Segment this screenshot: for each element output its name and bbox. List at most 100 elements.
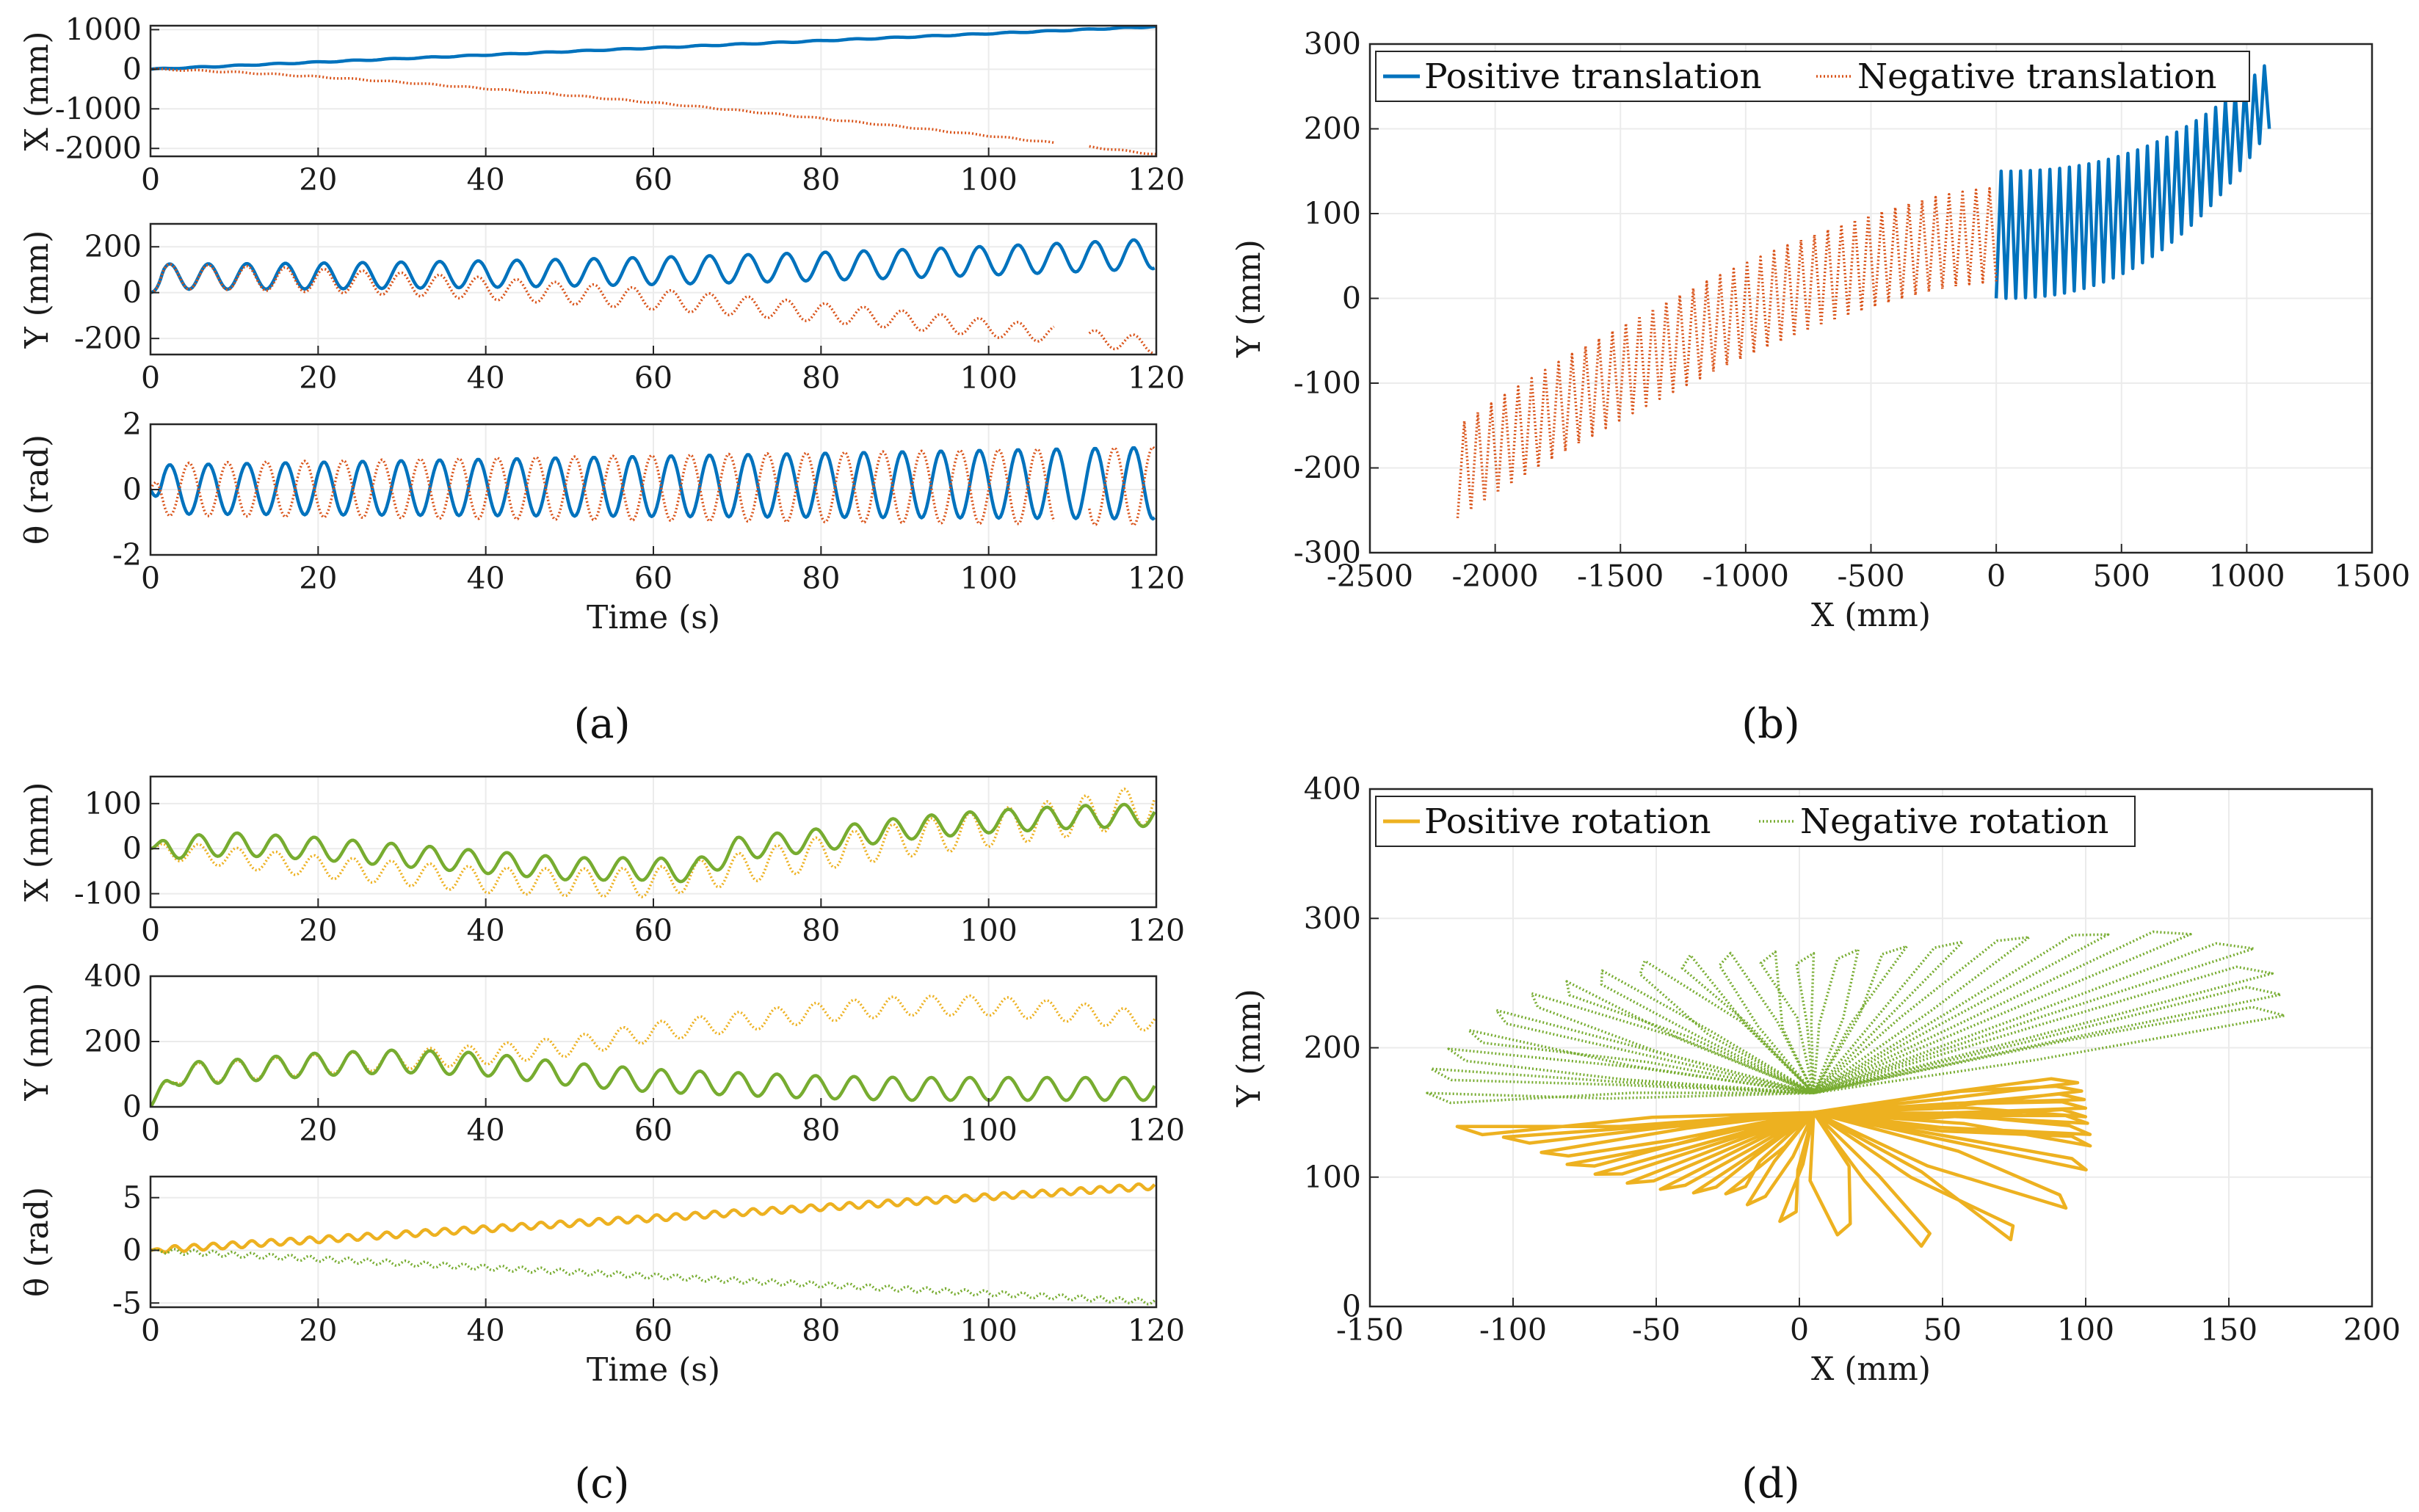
x-tick-label: -1000: [1702, 559, 1789, 594]
y-axis-label: θ (rad): [18, 435, 56, 545]
x-tick-label: 150: [2200, 1312, 2257, 1348]
series-line-positive-rotation: [150, 1182, 1156, 1254]
y-tick-label: -2: [112, 537, 142, 573]
x-tick-label: 20: [299, 360, 337, 396]
y-tick-label: 300: [1304, 26, 1361, 62]
series-line-negative-translation: [150, 263, 1155, 355]
x-tick-label: 0: [141, 561, 160, 596]
y-tick-label: -5: [112, 1285, 142, 1320]
x-tick-label: 20: [299, 561, 337, 596]
x-tick-label: 60: [634, 1313, 672, 1348]
y-tick-label: 200: [84, 1024, 142, 1059]
x-tick-label: 80: [802, 360, 840, 396]
x-tick-label: 80: [802, 1313, 840, 1348]
y-tick-label: 5: [123, 1180, 142, 1215]
legend: Positive translation Negative translation: [1375, 51, 2250, 102]
y-tick-label: 100: [1304, 1160, 1361, 1195]
legend: Positive rotation Negative rotation: [1375, 796, 2136, 847]
y-tick-label: -100: [1294, 366, 1361, 401]
legend-box: [1375, 796, 2136, 847]
y-tick-label: 200: [1304, 112, 1361, 147]
x-tick-label: 100: [960, 360, 1018, 396]
x-tick-label: 0: [1987, 559, 2006, 594]
x-tick-label: 1000: [2208, 559, 2285, 594]
series-line-positive-translation: [150, 26, 1156, 71]
x-tick-label: 200: [2343, 1312, 2401, 1348]
series-line-negative-translation: [150, 446, 1156, 526]
y-axis-label: Y (mm): [1230, 239, 1268, 358]
y-tick-label: 0: [123, 275, 142, 310]
y-tick-label: -200: [1294, 451, 1361, 486]
chart-b-xy-trajectory: -2500 -2000 -1500 -1000 -500 0 500 1000 1500-300…: [1230, 26, 2410, 634]
legend-label: Positive translation: [1424, 57, 1762, 97]
x-tick-label: -150: [1336, 1312, 1404, 1348]
x-tick-label: 20: [299, 162, 337, 197]
x-tick-label: 100: [960, 1113, 1018, 1148]
series-line-positive-rotation: [150, 788, 1156, 898]
x-tick-label: 0: [141, 913, 160, 948]
x-tick-label: -2000: [1452, 559, 1539, 594]
x-tick-label: 20: [299, 1113, 337, 1148]
y-tick-label: 100: [1304, 196, 1361, 231]
x-tick-label: 120: [1128, 360, 1185, 396]
x-axis-label: X (mm): [1811, 597, 1931, 634]
panel-label-a: (a): [573, 700, 630, 748]
x-tick-label: -1500: [1577, 559, 1664, 594]
x-tick-label: 80: [802, 561, 840, 596]
x-tick-label: 40: [467, 913, 505, 948]
x-tick-label: 0: [141, 360, 160, 396]
x-axis-label: Time (s): [587, 599, 720, 636]
legend-label: Negative rotation: [1800, 802, 2108, 842]
x-tick-label: -50: [1632, 1312, 1680, 1348]
y-tick-label: 2: [123, 407, 142, 442]
y-axis-label: Y (mm): [1230, 989, 1268, 1108]
x-tick-label: 60: [634, 360, 672, 396]
panel-label-d: (d): [1741, 1460, 1800, 1508]
y-tick-label: 0: [123, 1232, 142, 1268]
legend-label: Negative translation: [1857, 57, 2217, 97]
x-tick-label: 40: [467, 1113, 505, 1148]
x-tick-label: 120: [1128, 1113, 1185, 1148]
x-tick-label: 80: [802, 913, 840, 948]
x-tick-label: 60: [634, 1113, 672, 1148]
y-tick-label: 100: [84, 786, 142, 821]
x-tick-label: 40: [467, 360, 505, 396]
y-axis-label: θ (rad): [18, 1187, 56, 1297]
legend-box: [1375, 51, 2250, 102]
y-tick-label: 0: [123, 831, 142, 866]
x-tick-label: 120: [1128, 1313, 1185, 1348]
y-tick-label: 0: [123, 472, 142, 507]
x-tick-label: 100: [960, 561, 1018, 596]
x-tick-label: 20: [299, 1313, 337, 1348]
y-tick-label: 0: [1342, 1289, 1361, 1324]
x-tick-label: 50: [1923, 1312, 1962, 1348]
y-tick-label: -200: [74, 321, 142, 356]
y-tick-label: 400: [84, 959, 142, 994]
x-tick-label: 120: [1128, 913, 1185, 948]
x-axis-label: X (mm): [1811, 1351, 1931, 1388]
y-tick-label: -100: [74, 876, 142, 912]
series-line-negative-translation: [150, 68, 1156, 156]
x-tick-label: 60: [634, 913, 672, 948]
x-tick-label: 60: [634, 162, 672, 197]
x-tick-label: 100: [2057, 1312, 2114, 1348]
y-tick-label: 0: [123, 51, 142, 87]
x-tick-label: 120: [1128, 162, 1185, 197]
x-tick-label: 40: [467, 561, 505, 596]
series-line-negative-translation: [1456, 187, 1998, 519]
y-tick-label: 0: [123, 1089, 142, 1124]
series-line-positive-translation: [150, 446, 1156, 521]
y-tick-label: 0: [1342, 281, 1361, 316]
y-tick-label: 400: [1304, 771, 1361, 807]
x-tick-label: 80: [802, 1113, 840, 1148]
x-tick-label: 40: [467, 162, 505, 197]
x-tick-label: 0: [141, 1313, 160, 1348]
y-tick-label: -2000: [55, 131, 142, 166]
series-line-positive-translation: [1994, 64, 2271, 300]
panel-label-b: (b): [1741, 700, 1800, 748]
y-tick-label: 200: [1304, 1031, 1361, 1066]
x-tick-label: -2500: [1327, 559, 1413, 594]
